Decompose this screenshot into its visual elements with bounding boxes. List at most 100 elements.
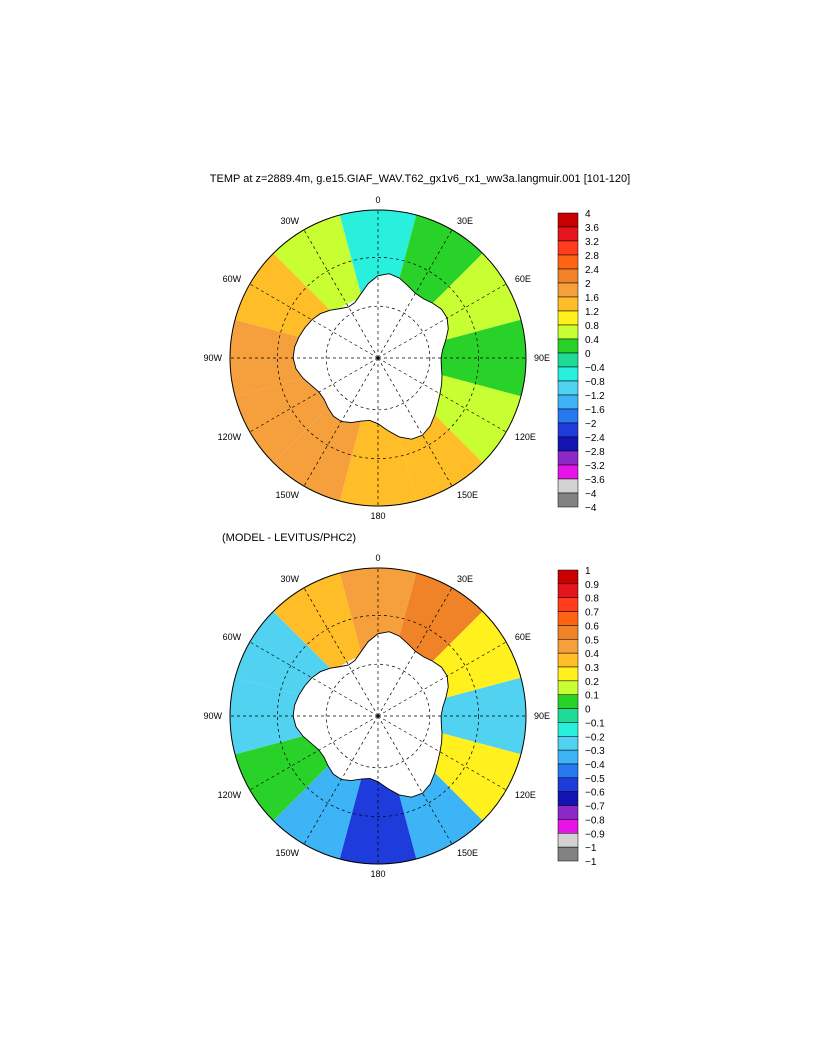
colorbar-swatch: [557, 652, 579, 668]
colorbar-label: −3.2: [585, 461, 605, 472]
field-sector-120W: [235, 732, 335, 821]
longitude-label-30E: 30E: [457, 574, 473, 584]
colorbar-label: 0: [585, 705, 591, 716]
colorbar-swatch: [557, 736, 579, 751]
colorbar-swatch: [557, 450, 579, 466]
colorbar-label: −2.4: [585, 433, 605, 444]
colorbar-label: −0.4: [585, 760, 605, 771]
meridian-30W: [303, 587, 379, 717]
longitude-label-90E: 90E: [534, 353, 550, 363]
colorbar-label: −0.8: [585, 815, 605, 826]
colorbar-swatch: [557, 296, 579, 312]
colorbar-swatch: [557, 324, 579, 340]
top-panel-title: TEMP at z=2889.4m, g.e15.GIAF_WAV.T62_gx…: [210, 173, 630, 185]
colorbar-label: −1: [585, 857, 597, 868]
colorbar-swatch: [557, 268, 579, 284]
colorbar-swatch: [557, 422, 579, 438]
meridian-60E: [377, 641, 507, 717]
colorbar-swatch: [557, 478, 579, 494]
longitude-label-0: 0: [375, 195, 380, 205]
field-sector-30E: [394, 215, 483, 315]
colorbar-swatch: [557, 611, 579, 626]
bottom-polar-map: 0 30E 60E 90E 120E 150E 180 150W 120W 90W 60W 30W: [203, 553, 550, 879]
colorbar-swatch: [557, 282, 579, 298]
field-sector-60W: [235, 253, 335, 342]
colorbar-label: −3.6: [585, 475, 605, 486]
colorbar-label: 0.2: [585, 677, 599, 688]
latitude-circle-1: [277, 257, 479, 459]
colorbar-label: 1: [585, 566, 591, 577]
meridian-150E: [377, 715, 453, 845]
field-sector-30W: [273, 573, 362, 673]
colorbar-swatch: [557, 680, 579, 695]
colorbar-label: −0.7: [585, 802, 605, 813]
colorbar-swatch: [557, 666, 579, 682]
colorbar-swatch: [557, 464, 579, 480]
colorbar-label: −1: [585, 843, 597, 854]
longitude-label-120E: 120E: [515, 432, 536, 442]
colorbar-label: −2.8: [585, 447, 605, 458]
colorbar-swatch: [557, 492, 579, 508]
longitude-label-60E: 60E: [515, 632, 531, 642]
field-sector-150W: [273, 759, 362, 859]
colorbar-swatch: [557, 352, 579, 368]
longitude-label-90W: 90W: [203, 711, 222, 721]
longitude-label-0: 0: [375, 553, 380, 563]
longitude-label-120E: 120E: [515, 790, 536, 800]
meridian-60W: [249, 641, 379, 717]
longitude-label-90E: 90E: [534, 711, 550, 721]
colorbar-swatch: [557, 791, 579, 806]
map-rim: [229, 209, 527, 507]
longitude-label-150W: 150W: [275, 490, 299, 500]
colorbar-swatch: [557, 833, 579, 848]
meridian-30W: [303, 229, 379, 359]
longitude-label-30W: 30W: [280, 216, 299, 226]
colorbar-label: 3.6: [585, 223, 599, 234]
colorbar-swatch: [557, 846, 579, 862]
panel-top: TEMP at z=2889.4m, g.e15.GIAF_WAV.T62_gx…: [203, 173, 630, 521]
meridian-120E: [377, 357, 507, 433]
latitude-circle-0: [325, 663, 431, 769]
colorbar-swatch: [557, 394, 579, 410]
colorbar-label: 0.4: [585, 335, 599, 346]
colorbar-label: 2: [585, 279, 591, 290]
longitude-label-150W: 150W: [275, 848, 299, 858]
colorbar-label: 0.9: [585, 580, 599, 591]
colorbar-swatch: [557, 338, 579, 354]
colorbar-label: −0.6: [585, 788, 605, 799]
meridian-60E: [377, 283, 507, 359]
panel-bottom: (MODEL - LEVITUS/PHC2) 0 30E 60E 90E 120E 150…: [203, 532, 605, 879]
field-sector-30E: [394, 573, 483, 673]
colorbar-swatch: [557, 310, 579, 326]
meridian-120W: [249, 715, 379, 791]
meridian-60W: [249, 283, 379, 359]
colorbar-swatch: [557, 805, 579, 820]
colorbar-swatch: [557, 583, 579, 598]
top-colorbar: 4 3.6 3.2 2.8 2.4 2 1.6 1.2 0.8 0.4 0 −0.4 −0.8 −1.2 −…: [557, 209, 605, 514]
longitude-label-30E: 30E: [457, 216, 473, 226]
colorbar-label: 3.2: [585, 237, 599, 248]
longitude-label-150E: 150E: [457, 490, 478, 500]
colorbar-label: 4: [585, 209, 591, 220]
colorbar-label: −2: [585, 419, 597, 430]
colorbar-label: 0.8: [585, 321, 599, 332]
colorbar-swatch: [557, 436, 579, 452]
longitude-label-150E: 150E: [457, 848, 478, 858]
colorbar-label: −4: [585, 503, 597, 514]
colorbar-label: 0.5: [585, 635, 599, 646]
colorbar-label: 0.7: [585, 608, 599, 619]
colorbar-swatch: [557, 240, 579, 256]
colorbar-label: −0.8: [585, 377, 605, 388]
colorbar-label: −1.2: [585, 391, 605, 402]
latitude-circle-1: [277, 615, 479, 817]
colorbar-label: 0.4: [585, 649, 599, 660]
colorbar-swatch: [557, 819, 579, 834]
colorbar-label: 0: [585, 349, 591, 360]
latitude-circle-0: [325, 305, 431, 411]
top-polar-map: 0 30E 60E 90E 120E 150E 180 150W 120W 90W 60W 30W: [203, 195, 550, 521]
longitude-label-60E: 60E: [515, 274, 531, 284]
colorbar-swatch: [557, 722, 579, 737]
colorbar-swatch: [557, 597, 579, 612]
colorbar-swatch: [557, 226, 579, 242]
